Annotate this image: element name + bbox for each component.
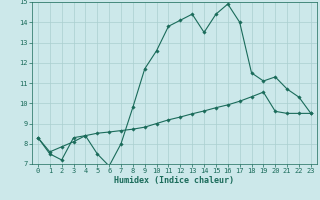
X-axis label: Humidex (Indice chaleur): Humidex (Indice chaleur) — [115, 176, 234, 185]
